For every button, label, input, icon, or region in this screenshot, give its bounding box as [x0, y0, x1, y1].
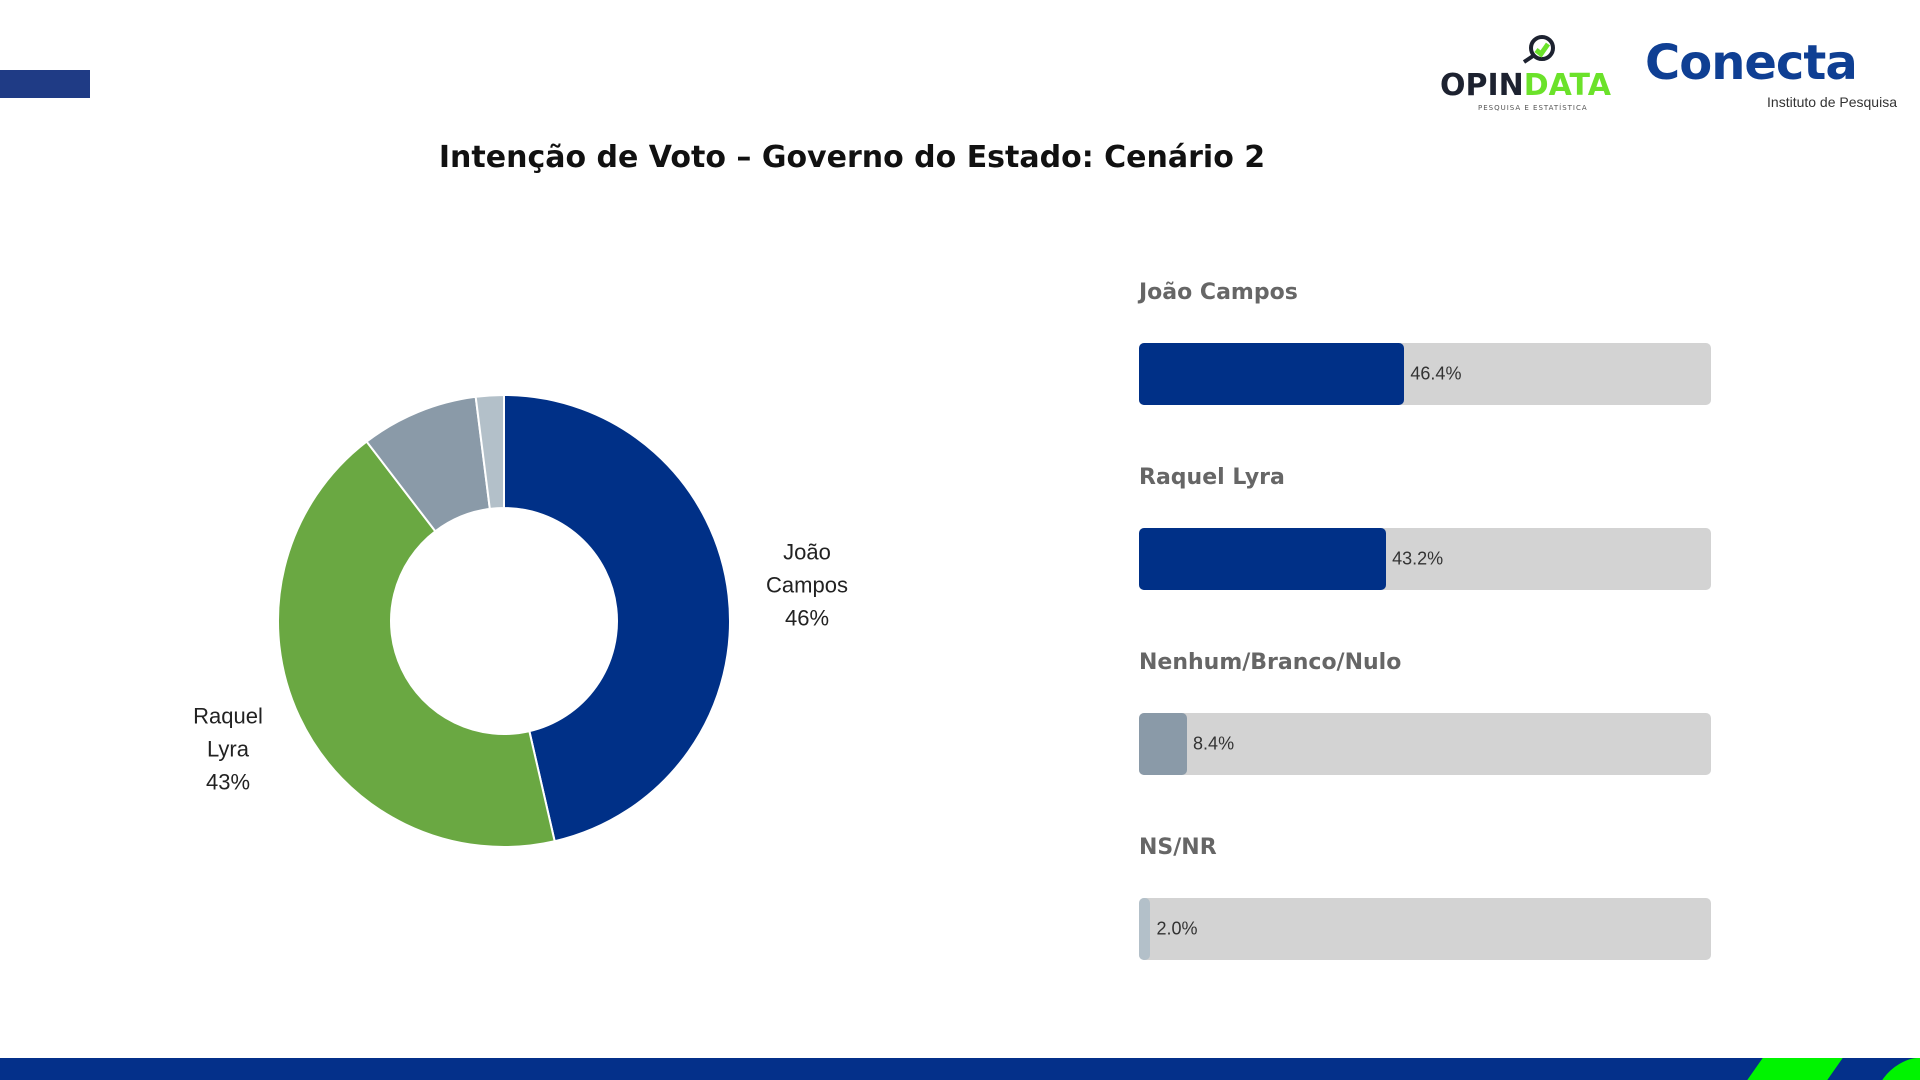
bar-category-label: Raquel Lyra: [1139, 465, 1285, 490]
donut-slice: [503, 393, 731, 843]
opindata-logo: OPINDATA PESQUISA E ESTATÍSTICA: [1440, 32, 1630, 112]
bar: [1139, 343, 1405, 405]
slice-label-line: João: [783, 539, 831, 565]
footer-stripe: [1882, 1058, 1920, 1080]
bar-track: 2.0%: [1139, 898, 1711, 960]
header-accent-bar: [0, 70, 90, 98]
slice-label-line: Campos: [766, 572, 848, 598]
footer-stripe: [1747, 1058, 1843, 1080]
logo-text: OPIN: [1440, 68, 1524, 103]
slice-label-line: 43%: [205, 769, 251, 795]
donut-slice: [277, 440, 556, 848]
bar-category-label: Nenhum/Branco/Nulo: [1139, 650, 1402, 675]
bar-value-label: 43.2%: [1392, 548, 1444, 569]
logo-text: Conecta: [1645, 35, 1858, 91]
bar-category-label: NS/NR: [1139, 835, 1217, 860]
bar-track: 46.4%: [1139, 343, 1711, 405]
footer-bar: [0, 1058, 1920, 1080]
bar-value-label: 46.4%: [1410, 363, 1462, 384]
bar-value-label: 8.4%: [1193, 733, 1235, 754]
bar: [1139, 898, 1151, 960]
logo-subtitle: Instituto de Pesquisa: [1767, 94, 1897, 110]
bar-value-label: 2.0%: [1156, 918, 1198, 939]
magnifier-icon: [1522, 35, 1555, 64]
chart-title: Intenção de Voto – Governo do Estado: Ce…: [438, 140, 1266, 175]
donut-chart: [277, 393, 731, 848]
bar: [1139, 713, 1188, 775]
bar-track: 43.2%: [1139, 528, 1711, 590]
bar-track: 8.4%: [1139, 713, 1711, 775]
opindata-wordmark: OPINDATA: [1440, 70, 1611, 102]
bar-category-label: João Campos: [1139, 280, 1298, 305]
logo-subtitle: PESQUISA E ESTATÍSTICA: [1478, 104, 1588, 112]
slice-label: João Campos 46%: [766, 536, 848, 635]
slice-label-line: Raquel: [193, 703, 263, 729]
slice-label-line: 46%: [784, 605, 830, 631]
donut-slice: [474, 393, 505, 511]
logo-text: DATA: [1523, 68, 1611, 103]
slice-label-line: Lyra: [207, 736, 249, 762]
slice-label: Raquel Lyra 43%: [193, 700, 263, 799]
bar: [1139, 528, 1387, 590]
conecta-logo: Conecta Instituto de Pesquisa: [1645, 38, 1905, 118]
